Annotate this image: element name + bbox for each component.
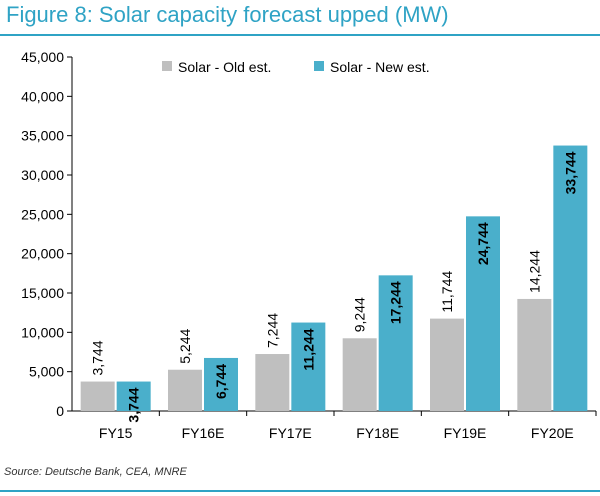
data-label-old-est: 3,744 bbox=[90, 340, 106, 375]
figure-title: Figure 8: Solar capacity forecast upped … bbox=[6, 2, 449, 27]
y-tick-label: 30,000 bbox=[21, 167, 64, 183]
bar-old-est bbox=[80, 381, 115, 411]
x-tick-label: FY16E bbox=[182, 425, 225, 441]
x-tick-label: FY15 bbox=[99, 425, 133, 441]
y-tick-label: 45,000 bbox=[21, 49, 64, 65]
data-label-new-est: 24,744 bbox=[475, 222, 491, 265]
data-label-old-est: 9,244 bbox=[352, 297, 368, 332]
title-rule bbox=[0, 34, 600, 36]
bar-chart: 0 5,000 10,000 15,000 20,000 25,000 30,000 35,0… bbox=[21, 49, 597, 441]
legend-label-new-est: Solar - New est. bbox=[330, 59, 430, 75]
bar-new-est bbox=[204, 357, 238, 411]
x-tick-label: FY18E bbox=[356, 425, 399, 441]
data-label-old-est: 14,244 bbox=[526, 250, 542, 293]
x-tick-label: FY20E bbox=[531, 425, 574, 441]
bar-new-est bbox=[378, 275, 413, 411]
legend-swatch-new-est bbox=[314, 61, 324, 71]
data-label-new-est: 3,744 bbox=[126, 387, 142, 422]
x-tick-label: FY19E bbox=[444, 425, 487, 441]
bar-old-est bbox=[517, 298, 552, 411]
data-label-new-est: 17,244 bbox=[388, 281, 404, 324]
bar-new-est bbox=[291, 322, 326, 411]
y-tick-label: 40,000 bbox=[21, 88, 64, 104]
data-label-old-est: 7,244 bbox=[264, 313, 280, 348]
source-note: Source: Deutsche Bank, CEA, MNRE bbox=[4, 466, 187, 478]
y-tick-label: 0 bbox=[56, 403, 64, 419]
bottom-rule bbox=[0, 490, 600, 492]
bar-new-est bbox=[116, 381, 151, 411]
legend-swatch-old-est bbox=[162, 61, 172, 71]
data-label-new-est: 6,744 bbox=[213, 364, 229, 399]
y-tick-label: 25,000 bbox=[21, 206, 64, 222]
bar-old-est bbox=[430, 318, 464, 411]
data-label-old-est: 5,244 bbox=[177, 328, 193, 363]
y-tick-label: 5,000 bbox=[29, 364, 64, 380]
data-label-old-est: 11,744 bbox=[439, 271, 455, 313]
bar-old-est bbox=[255, 354, 290, 411]
y-tick-label: 10,000 bbox=[21, 324, 64, 340]
bar-old-est bbox=[342, 338, 377, 411]
bar-new-est bbox=[553, 145, 588, 412]
legend-label-old-est: Solar - Old est. bbox=[178, 59, 271, 75]
y-tick-label: 35,000 bbox=[21, 128, 64, 144]
bar-new-est bbox=[466, 216, 500, 411]
y-tick-label: 15,000 bbox=[21, 285, 64, 301]
data-label-new-est: 33,744 bbox=[562, 151, 578, 194]
x-tick-label: FY17E bbox=[269, 425, 312, 441]
y-tick-label: 20,000 bbox=[21, 246, 64, 262]
bar-old-est bbox=[168, 369, 202, 411]
data-label-new-est: 11,244 bbox=[300, 328, 316, 370]
